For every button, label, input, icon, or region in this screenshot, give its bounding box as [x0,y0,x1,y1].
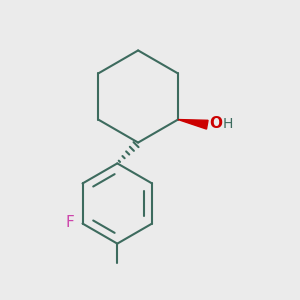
Text: O: O [209,116,222,131]
Text: H: H [222,116,233,130]
Polygon shape [178,119,208,129]
Text: F: F [66,215,74,230]
